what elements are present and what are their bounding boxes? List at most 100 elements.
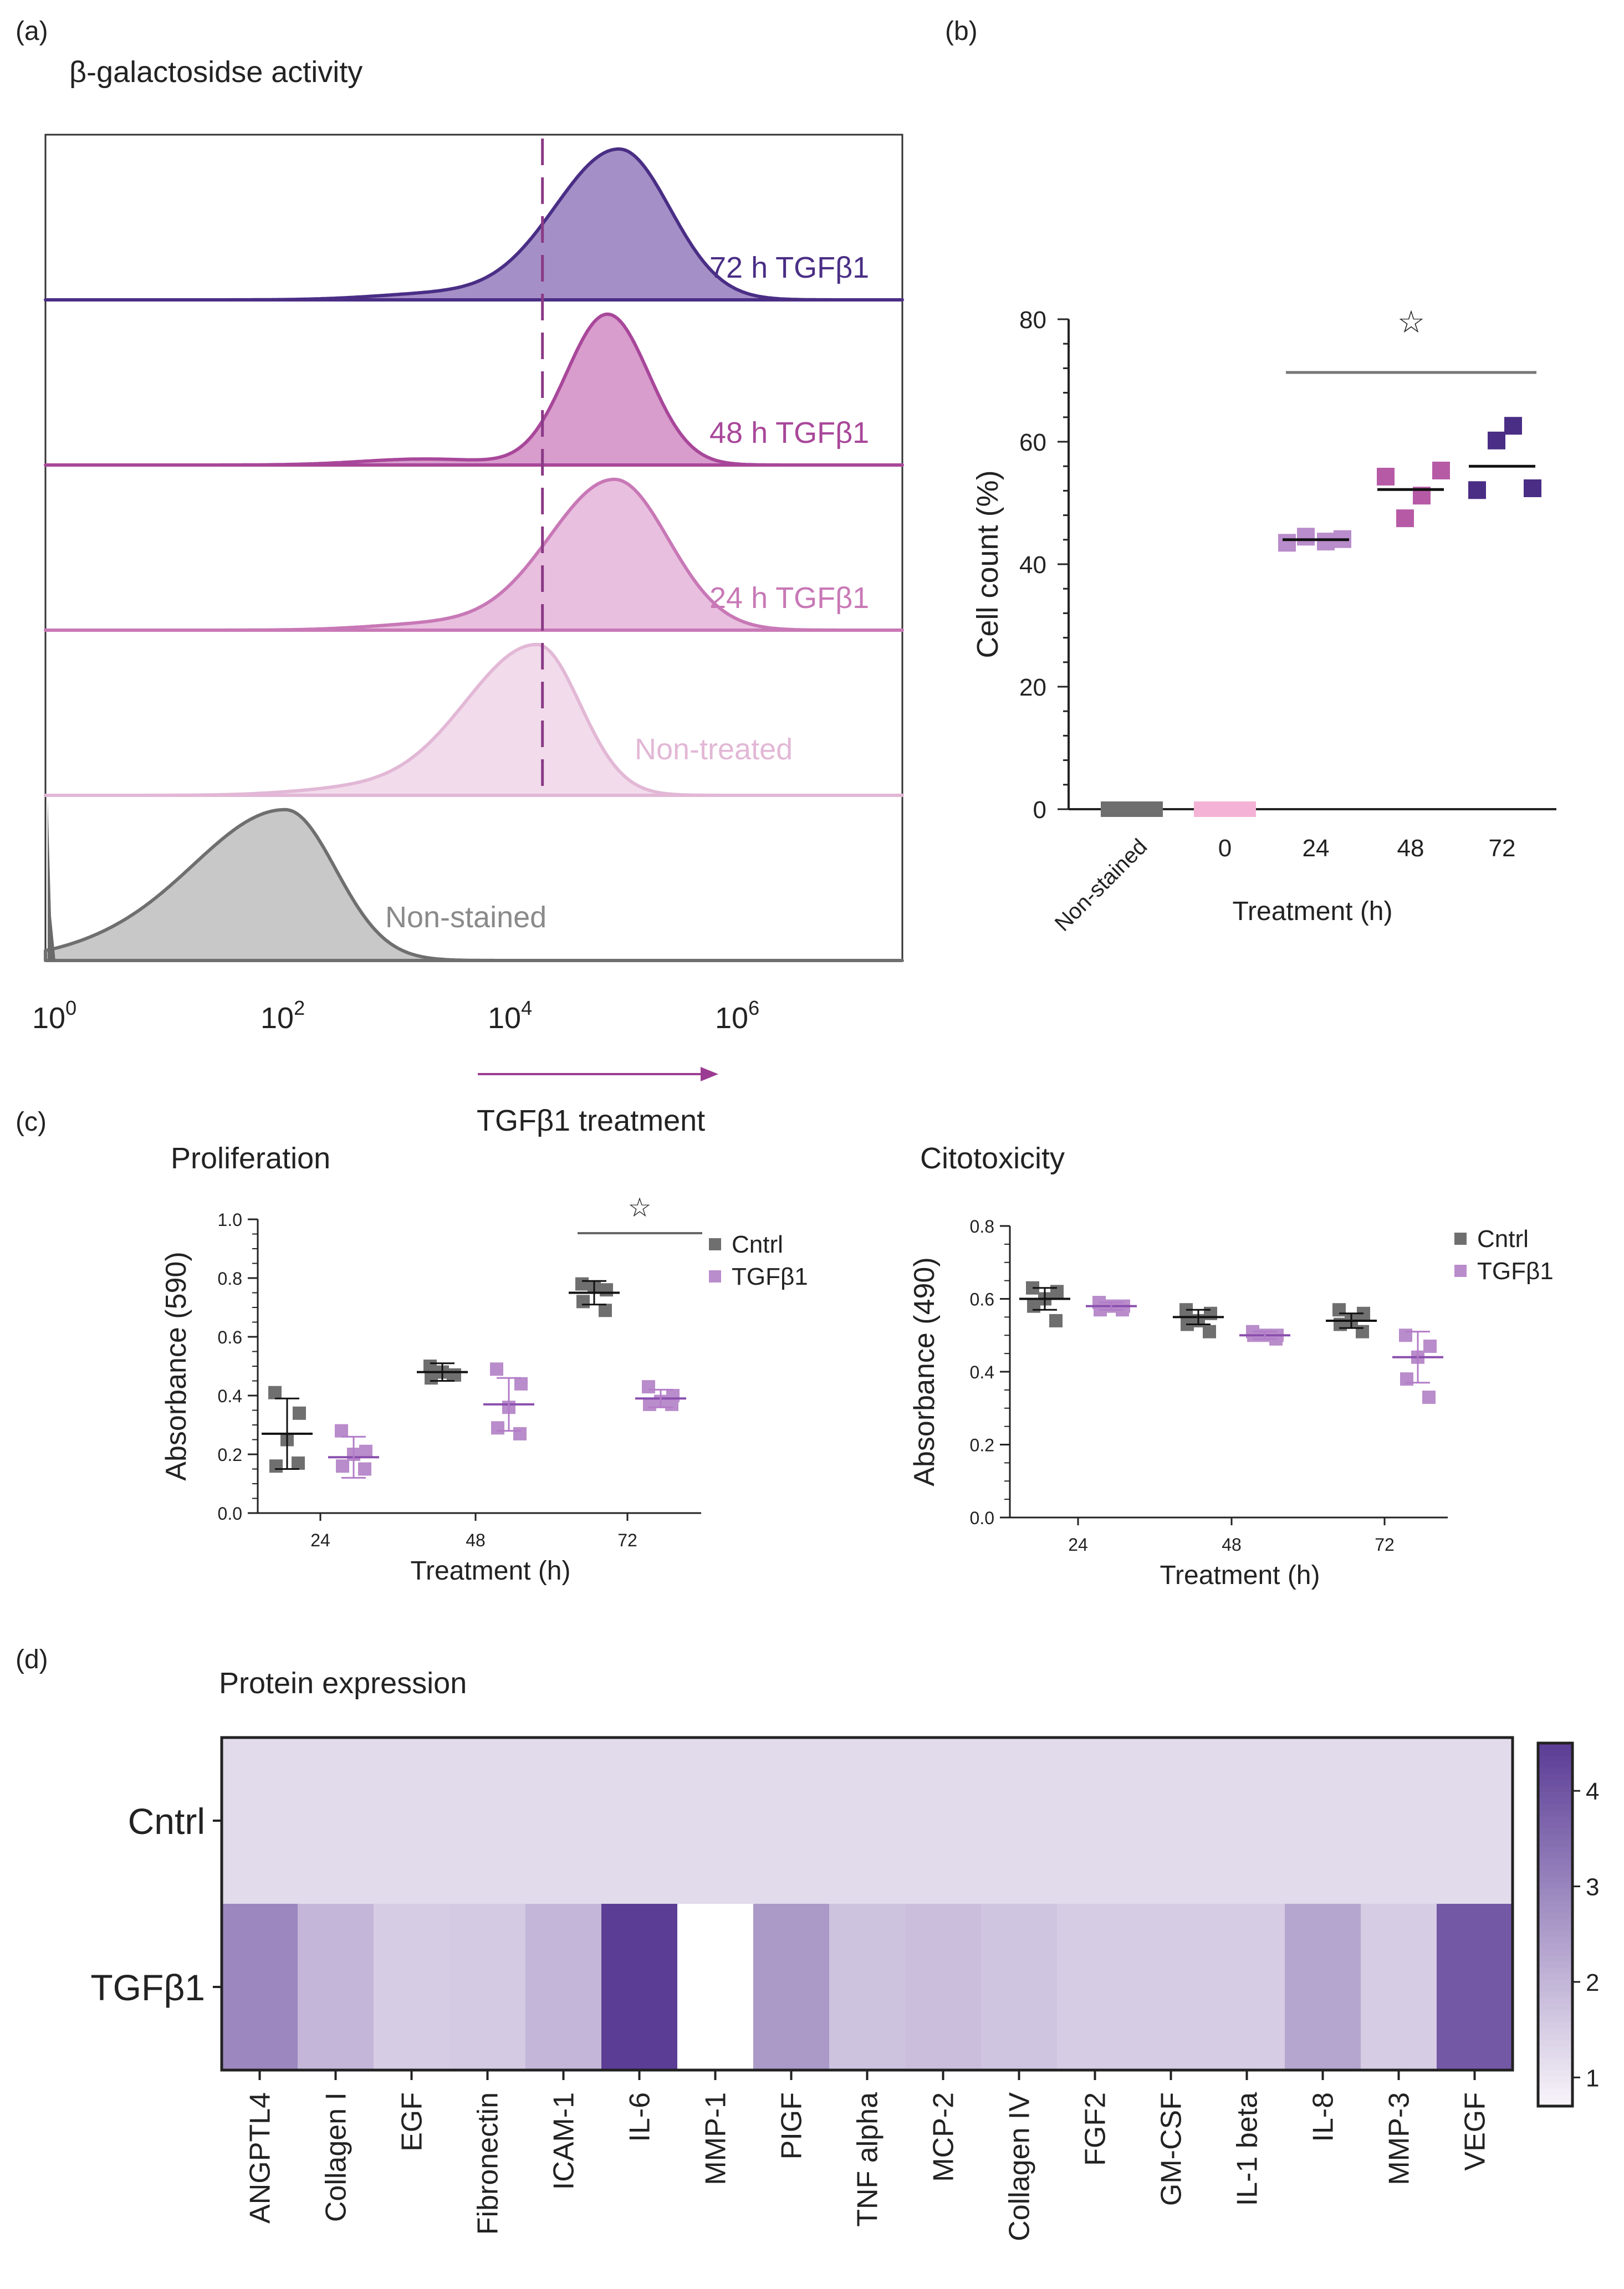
- colorbar-segment: [1538, 1882, 1572, 1889]
- proliferation-title: Proliferation: [171, 1142, 330, 1175]
- data-point: [1488, 431, 1505, 449]
- colorbar-segment: [1538, 1797, 1572, 1805]
- colorbar-segment: [1538, 1773, 1572, 1780]
- colorbar-segment: [1538, 1743, 1572, 1750]
- legend-marker: [709, 1270, 721, 1283]
- data-point: [447, 1368, 460, 1382]
- colorbar-segment: [1538, 2015, 1572, 2022]
- significance-star: ☆: [1397, 304, 1425, 339]
- data-point: [1027, 1299, 1040, 1313]
- proliferation-plot: 0.0 0.2 0.4 0.6 0.8 1.0 Absorbance (590) 24 48 72…: [160, 1193, 808, 1586]
- x-tick-label: 48: [1222, 1535, 1242, 1555]
- column-label: MMP-1: [700, 2092, 732, 2185]
- panel-b-letter: (b): [945, 17, 978, 46]
- histogram-x-ticks: 100 102 104 106: [32, 997, 759, 1035]
- histogram-spike: [48, 800, 55, 960]
- y-tick-label: 0: [1033, 796, 1046, 824]
- colorbar-segment: [1538, 2003, 1572, 2010]
- treatment-arrow-head: [701, 1067, 718, 1081]
- colorbar-segment: [1538, 1870, 1572, 1877]
- data-point: [1400, 1372, 1413, 1386]
- y-tick-label: 40: [1019, 551, 1046, 579]
- y-tick-label: 1.0: [218, 1210, 242, 1230]
- y-tick-label: 80: [1019, 306, 1046, 334]
- heatmap-cell: [829, 1904, 906, 2071]
- colorbar-segment: [1538, 1810, 1572, 1816]
- colorbar-segment: [1538, 2027, 1572, 2034]
- histogram-curve: [44, 808, 904, 962]
- column-label: IL-8: [1308, 2092, 1340, 2142]
- heatmap-cell: [1057, 1738, 1133, 1904]
- y-tick-label: 0.4: [970, 1362, 994, 1382]
- y-tick-label: 20: [1019, 674, 1046, 701]
- heatmap-cell: [1285, 1738, 1361, 1904]
- colorbar-segment: [1538, 1761, 1572, 1768]
- colorbar-segment: [1538, 2045, 1572, 2052]
- colorbar-segment: [1538, 1858, 1572, 1865]
- heatmap-cell: [981, 1738, 1058, 1904]
- heatmap-cell: [222, 1904, 298, 2071]
- data-point: [1356, 1325, 1369, 1338]
- panel-c-letter: (c): [16, 1107, 47, 1137]
- colorbar-segment: [1538, 1779, 1572, 1786]
- x-tick-label: 100: [32, 997, 76, 1035]
- colorbar-segment: [1538, 1894, 1572, 1901]
- data-point: [1049, 1314, 1063, 1327]
- colorbar-tick-label: 3: [1586, 1874, 1599, 1901]
- data-point: [599, 1304, 612, 1317]
- panel-a: (a) β-galactosidse activity 72 h TGFβ1 48…: [16, 17, 904, 1137]
- colorbar-segment: [1538, 2033, 1572, 2040]
- y-axis-label: Absorbance (490): [908, 1257, 941, 1486]
- x-tick-label: 72: [617, 1530, 637, 1550]
- colorbar-segment: [1538, 2094, 1572, 2101]
- colorbar-segment: [1538, 2057, 1572, 2065]
- y-tick-label: 0.8: [218, 1269, 242, 1289]
- data-point: [425, 1371, 438, 1385]
- data-point: [600, 1283, 613, 1297]
- data-point: [1432, 461, 1450, 479]
- y-tick-label: 0.2: [970, 1435, 994, 1455]
- column-label: FGF2: [1080, 2092, 1112, 2166]
- x-tick-label: 106: [715, 997, 759, 1035]
- histogram-label: Non-treated: [635, 733, 793, 766]
- data-point: [1504, 417, 1522, 435]
- column-label: Collagen I: [320, 2092, 353, 2222]
- y-tick-label: 0.6: [970, 1290, 994, 1310]
- column-label: PIGF: [776, 2092, 808, 2159]
- column-label: MMP-3: [1383, 2092, 1416, 2185]
- colorbar-segment: [1538, 1943, 1572, 1950]
- colorbar-segment: [1538, 1749, 1572, 1756]
- colorbar-segment: [1538, 2063, 1572, 2071]
- x-tick-label: 24: [310, 1530, 330, 1550]
- histogram-label: 72 h TGFβ1: [709, 251, 869, 284]
- data-point: [1422, 1391, 1436, 1404]
- colorbar-segment: [1538, 1852, 1572, 1859]
- colorbar-segment: [1538, 2088, 1572, 2095]
- data-point: [1399, 1329, 1412, 1342]
- y-tick-label: 0.0: [970, 1508, 994, 1528]
- x-tick-label: 72: [1489, 835, 1516, 862]
- data-point: [1203, 1325, 1216, 1338]
- colorbar-segment: [1538, 2039, 1572, 2046]
- treatment-arrow-label: TGFβ1 treatment: [477, 1104, 705, 1137]
- x-tick-label: 24: [1303, 835, 1330, 862]
- colorbar-segment: [1538, 1791, 1572, 1798]
- column-label: ICAM-1: [548, 2092, 580, 2190]
- colorbar-segment: [1538, 1949, 1572, 1956]
- colorbar-tick-label: 2: [1586, 1969, 1599, 1996]
- legend-label: TGFβ1: [1477, 1258, 1554, 1285]
- data-point: [665, 1397, 678, 1411]
- data-point: [423, 1360, 437, 1373]
- histogram-label: 24 h TGFβ1: [709, 581, 869, 615]
- heatmap-cell: [1209, 1904, 1285, 2071]
- data-point: [358, 1462, 371, 1476]
- data-point: [490, 1362, 503, 1376]
- colorbar-segment: [1538, 1966, 1572, 1974]
- x-tick-label: 48: [1397, 835, 1424, 862]
- data-point: [1423, 1339, 1437, 1353]
- colorbar-segment: [1538, 2082, 1572, 2089]
- column-label: Collagen IV: [1004, 2092, 1036, 2241]
- column-label: MCP-2: [928, 2092, 960, 2182]
- colorbar-segment: [1538, 1991, 1572, 1998]
- heatmap-cell: [677, 1904, 754, 2071]
